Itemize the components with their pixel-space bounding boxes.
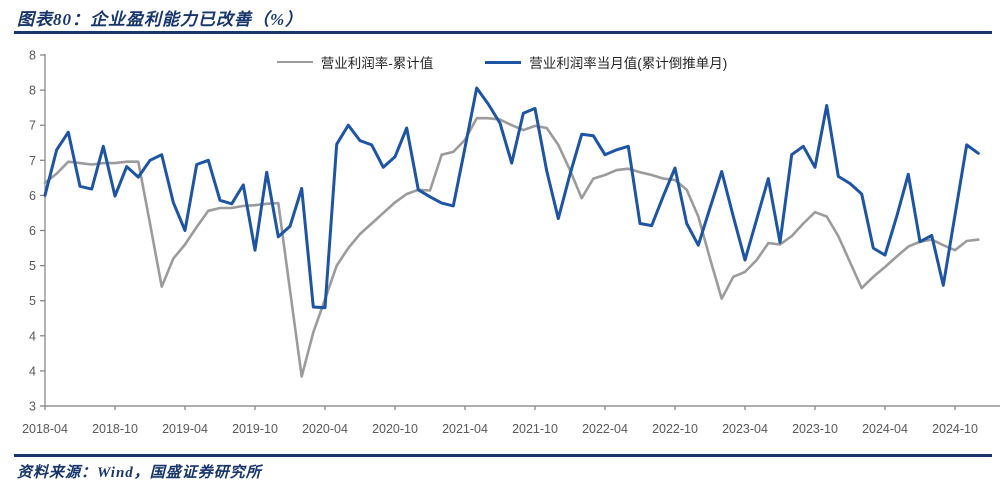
y-tick-label: 3 [29,400,36,414]
footer-divider [14,454,992,457]
legend-label-cumulative: 营业利润率-累计值 [320,56,434,71]
x-tick-label: 2018-04 [22,422,68,436]
x-tick-label: 2022-10 [652,422,698,436]
legend-item-cumulative: 营业利润率-累计值 [276,52,434,72]
y-axis-ticks: 8 8 7 7 6 6 5 5 4 4 3 [29,49,45,414]
chart-axes [44,54,1000,407]
y-tick-label: 4 [29,364,36,378]
x-tick-label: 2023-04 [722,422,768,436]
x-tick-label: 2018-10 [92,422,138,436]
y-tick-label: 7 [29,154,36,168]
y-tick-label: 6 [29,224,36,238]
legend-label-monthly: 营业利润率当月值(累计倒推单月) [529,56,728,71]
x-tick-label: 2020-10 [372,422,418,436]
series-line-monthly [43,86,980,310]
x-tick-label: 2023-10 [792,422,838,436]
x-tick-label: 2024-10 [932,422,978,436]
x-tick-label: 2019-10 [232,422,278,436]
x-axis-ticks: 2018-04 2018-10 2019-04 2019-10 2020-04 2020-… [22,406,978,436]
x-tick-label: 2020-04 [302,422,348,436]
legend-item-monthly: 营业利润率当月值(累计倒推单月) [485,52,727,72]
y-tick-label: 8 [29,49,36,63]
chart-legend: 营业利润率-累计值 营业利润率当月值(累计倒推单月) [0,52,1004,72]
y-tick-label: 8 [29,84,36,98]
x-tick-label: 2022-04 [582,422,628,436]
y-tick-label: 7 [29,119,36,133]
y-tick-label: 4 [29,329,36,343]
source-note: 资料来源：Wind，国盛证券研究所 [17,465,262,481]
x-tick-label: 2019-04 [162,422,208,436]
x-tick-label: 2024-04 [862,422,908,436]
y-tick-label: 5 [29,294,36,308]
x-tick-label: 2021-04 [442,422,488,436]
y-tick-label: 6 [29,189,36,203]
title-divider [14,31,992,34]
series-line-cumulative [43,116,980,378]
legend-line-blue-icon [485,60,522,64]
figure-title: 图表80：企业盈利能力已改善（%） [17,10,304,29]
y-tick-label: 5 [29,259,36,273]
legend-line-gray-icon [276,60,313,64]
x-tick-label: 2021-10 [512,422,558,436]
